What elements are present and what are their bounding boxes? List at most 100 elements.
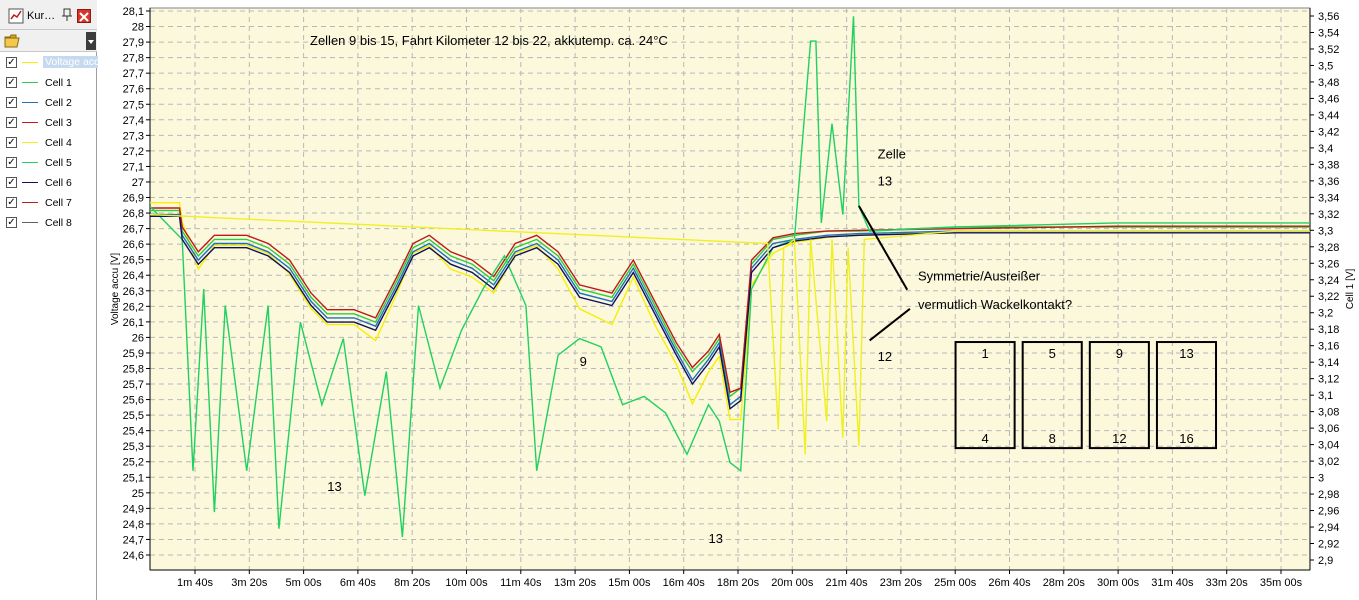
x-tick-label: 28m 20s (1043, 577, 1086, 589)
y2-tick-label: 2,94 (1318, 522, 1339, 534)
chart-app-icon (8, 8, 24, 24)
series-item[interactable]: ✓ Voltage accu (0, 53, 108, 73)
series-label: Cell 5 (45, 157, 72, 169)
series-label: Cell 2 (45, 97, 72, 109)
series-color-swatch (22, 162, 38, 163)
x-tick-label: 18m 20s (717, 577, 760, 589)
chart-annotation: 12 (878, 349, 892, 364)
series-checkbox[interactable]: ✓ (6, 197, 17, 208)
y2-tick-label: 3,48 (1318, 77, 1339, 89)
y2-tick-label: 3,28 (1318, 242, 1339, 254)
series-label: Cell 1 (45, 77, 72, 89)
series-color-swatch (22, 82, 38, 83)
x-tick-label: 15m 00s (608, 577, 651, 589)
y2-tick-label: 3,46 (1318, 93, 1339, 105)
y2-tick-label: 3,3 (1318, 225, 1333, 237)
y-tick-label: 26,5 (123, 255, 144, 267)
y-tick-label: 25 (132, 488, 144, 500)
y-tick-label: 27,1 (123, 161, 144, 173)
series-checkbox[interactable]: ✓ (6, 157, 17, 168)
y2-axis-title: Cell 1 [V] (1345, 268, 1356, 309)
series-line (150, 215, 1310, 411)
series-line (150, 201, 1310, 421)
y2-tick-label: 3,08 (1318, 407, 1339, 419)
x-tick-label: 10m 00s (445, 577, 488, 589)
y-tick-label: 24,8 (123, 519, 144, 531)
y2-tick-label: 3,34 (1318, 192, 1339, 204)
series-item[interactable]: ✓ Cell 7 (0, 193, 97, 213)
close-icon[interactable] (77, 9, 91, 23)
series-item[interactable]: ✓ Cell 1 (0, 73, 97, 93)
y2-tick-label: 3,32 (1318, 209, 1339, 221)
y2-tick-label: 3,16 (1318, 341, 1339, 353)
series-color-swatch (22, 62, 38, 63)
series-checkbox[interactable]: ✓ (6, 97, 17, 108)
series-label: Cell 4 (45, 137, 72, 149)
y2-tick-label: 3,52 (1318, 44, 1339, 56)
y-tick-label: 27 (132, 177, 144, 189)
y-tick-label: 26,6 (123, 239, 144, 251)
series-checkbox[interactable]: ✓ (6, 117, 17, 128)
series-item[interactable]: ✓ Cell 3 (0, 113, 97, 133)
series-checkbox[interactable]: ✓ (6, 177, 17, 188)
y-tick-label: 24,6 (123, 550, 144, 562)
y2-tick-label: 3,36 (1318, 176, 1339, 188)
series-line (150, 213, 1310, 455)
x-tick-label: 5m 00s (286, 577, 323, 589)
x-tick-label: 6m 40s (340, 577, 377, 589)
y-tick-label: 26 (132, 332, 144, 344)
y-tick-label: 26,3 (123, 286, 144, 298)
x-tick-label: 11m 40s (500, 577, 542, 589)
panel-toolbar (0, 30, 97, 52)
title-highlight: 5 (387, 33, 394, 48)
panel-header: Kur… (0, 0, 97, 30)
series-checkbox[interactable]: ✓ (6, 137, 17, 148)
x-tick-label: 21m 40s (825, 577, 868, 589)
y2-tick-label: 3,56 (1318, 11, 1339, 23)
y-tick-label: 27,2 (123, 146, 144, 158)
y2-tick-label: 3 (1318, 473, 1324, 485)
series-color-swatch (22, 222, 38, 223)
y2-tick-label: 3,4 (1318, 143, 1333, 155)
y-axis-title: Voltage accu [V] (110, 253, 121, 325)
x-tick-label: 26m 40s (988, 577, 1031, 589)
x-tick-label: 13m 20s (554, 577, 597, 589)
series-checkbox[interactable]: ✓ (6, 217, 17, 228)
y2-tick-label: 3,5 (1318, 60, 1333, 72)
series-item[interactable]: ✓ Cell 6 (0, 173, 97, 193)
series-item[interactable]: ✓ Cell 2 (0, 93, 97, 113)
cell-box-bottom-label: 4 (981, 431, 988, 446)
y-tick-label: 25,2 (123, 457, 144, 469)
series-color-swatch (22, 122, 38, 123)
y-tick-label: 25,5 (123, 410, 144, 422)
cell-box-top-label: 9 (1116, 346, 1123, 361)
series-label: Cell 7 (45, 197, 72, 209)
x-tick-label: 16m 40s (663, 577, 706, 589)
y2-tick-label: 3,26 (1318, 258, 1339, 270)
series-line (150, 213, 1310, 406)
series-label: Cell 8 (45, 217, 72, 229)
cell-box-top-label: 13 (1179, 346, 1193, 361)
series-list: ✓ Voltage accu ✓ Cell 1 ✓ Cell 2 ✓ Cell 3 ✓ Cell … (0, 53, 108, 233)
folder-open-icon[interactable] (4, 34, 22, 48)
series-item[interactable]: ✓ Cell 4 (0, 133, 97, 153)
chart-annotation: 13 (709, 531, 723, 546)
x-tick-label: 33m 20s (1206, 577, 1249, 589)
x-tick-label: 1m 40s (177, 577, 214, 589)
y2-tick-label: 3,24 (1318, 275, 1339, 287)
chart-annotation: Zelle (878, 146, 906, 161)
series-item[interactable]: ✓ Cell 8 (0, 213, 97, 233)
chart-title: Zellen 9 bis 15, Fahrt Kilometer 12 bis … (310, 33, 668, 48)
y-tick-label: 25,1 (123, 472, 144, 484)
x-tick-label: 30m 00s (1097, 577, 1140, 589)
y-tick-label: 26,4 (123, 270, 144, 282)
y2-tick-label: 2,9 (1318, 555, 1333, 567)
series-item[interactable]: ✓ Cell 5 (0, 153, 97, 173)
toolbar-dropdown[interactable] (86, 32, 96, 50)
y2-tick-label: 3,38 (1318, 159, 1339, 171)
y2-tick-label: 3,2 (1318, 308, 1333, 320)
pin-icon[interactable] (61, 8, 73, 22)
series-checkbox[interactable]: ✓ (6, 57, 17, 68)
series-checkbox[interactable]: ✓ (6, 77, 17, 88)
y2-tick-label: 3,12 (1318, 374, 1339, 386)
